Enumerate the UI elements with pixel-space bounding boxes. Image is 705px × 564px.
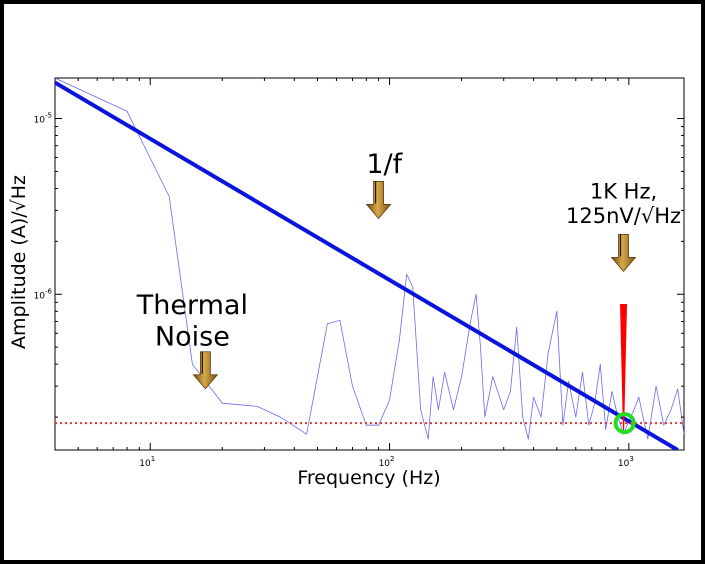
green-circle-marker <box>613 412 636 435</box>
series-thin-line-0 <box>55 78 684 440</box>
y-tick-label: 10-6 <box>34 287 53 301</box>
annotation-text: 1/f <box>366 149 403 180</box>
series-layer <box>55 78 684 450</box>
down-arrow-shape <box>365 181 392 220</box>
plot-area <box>54 77 685 451</box>
x-tick-label: 103 <box>618 455 634 469</box>
annotation-text: Thermal Noise <box>136 290 248 352</box>
down-arrow-shape <box>610 233 637 272</box>
red-spike-marker <box>620 304 628 435</box>
y-axis-label: Amplitude (A)/√Hz <box>8 175 30 349</box>
series-thick-line-1 <box>55 80 679 450</box>
tick-layer: 101 102 103 10-5 10-6 <box>34 78 684 469</box>
down-arrow-icon <box>192 351 219 390</box>
x-tick-label: 101 <box>139 455 155 469</box>
y-tick-label: 10-5 <box>34 112 52 126</box>
down-arrow-icon <box>610 233 637 272</box>
annotation-text: 1K Hz, 125nV/√Hz <box>566 180 681 228</box>
down-arrow-icon <box>365 181 392 220</box>
x-tick-label: 102 <box>379 455 395 469</box>
down-arrow-shape <box>192 351 219 390</box>
x-axis-label: Frequency (Hz) <box>297 467 440 489</box>
annotation-layer: 1/f Thermal Noise 1K Hz, 125nV/√Hz <box>136 149 681 435</box>
